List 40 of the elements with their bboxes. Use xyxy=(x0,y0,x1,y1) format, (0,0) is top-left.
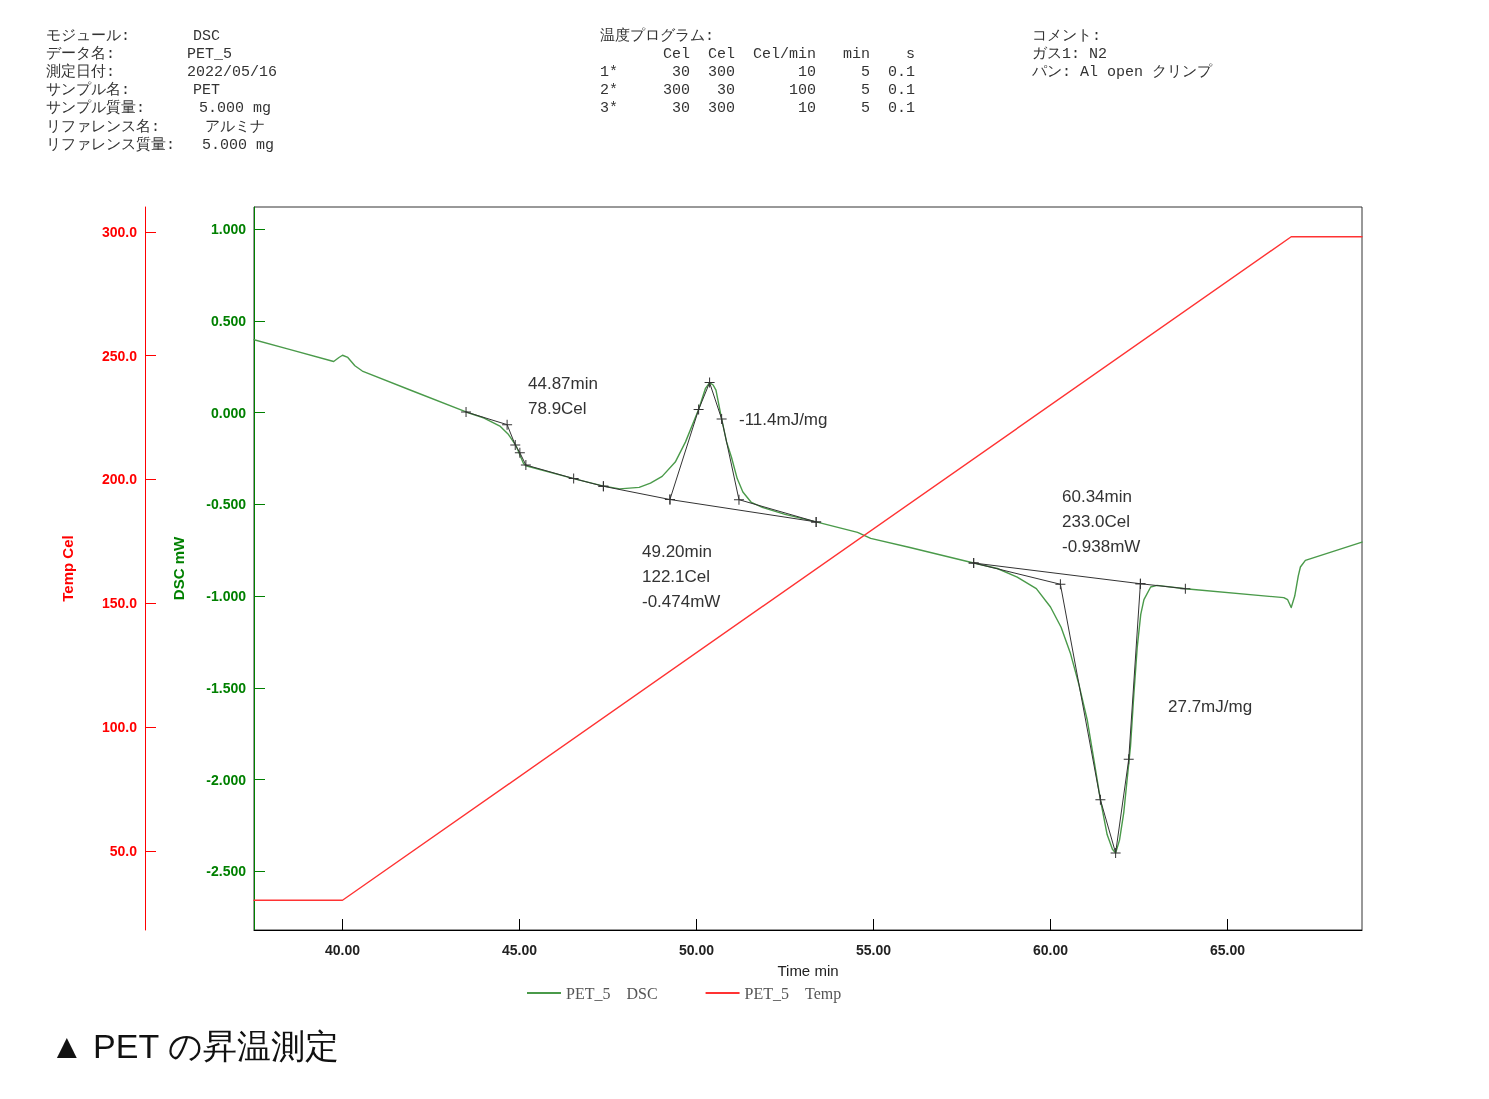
x-tick-label: 45.00 xyxy=(501,942,538,958)
y2-tick-label: 250.0 xyxy=(101,347,138,364)
y2-tick-label: 100.0 xyxy=(101,718,138,735)
annotation: -11.4mJ/mg xyxy=(739,410,828,429)
text: 温度プログラム: Cel Cel Cel/min min s 1* 30 300 10 5 0.1 2* 300 30 100 5 0.1 3* 30 300 10 5 0.1 xyxy=(600,26,916,118)
text: モジュール: DSC xyxy=(46,27,221,45)
annotation: 60.34min 233.0Cel -0.938mW xyxy=(1062,487,1141,556)
y-tick-label: -2.000 xyxy=(206,771,247,788)
x-tick-label: 50.00 xyxy=(678,942,715,958)
text: リファレンス名: アルミナ xyxy=(46,117,266,136)
annotation: 27.7mJ/mg xyxy=(1168,697,1253,716)
y-tick-label: -0.500 xyxy=(206,496,247,513)
y2-axis-title: Temp Cel xyxy=(59,535,76,602)
y-tick-label: 0.500 xyxy=(210,312,247,329)
y-tick-label: -1.000 xyxy=(206,588,247,605)
annotation: 44.87min 78.9Cel xyxy=(528,374,598,418)
legend-label: PET_5 DSC xyxy=(566,984,658,1002)
y2-tick-label: 50.0 xyxy=(109,842,138,859)
y2-tick-label: 300.0 xyxy=(101,223,138,240)
text: データ名: PET_5 xyxy=(46,44,233,63)
text: コメント: ガス1: N2 パン: Al open クリンプ xyxy=(1031,27,1214,81)
text: リファレンス質量: 5.000 mg xyxy=(46,135,275,154)
text: 測定日付: 2022/05/16 xyxy=(46,63,278,81)
y2-tick-label: 150.0 xyxy=(101,595,138,612)
text: サンプル名: PET xyxy=(46,81,221,100)
y-tick-label: -2.500 xyxy=(206,863,247,880)
x-axis-title: Time min xyxy=(777,962,839,979)
y-tick-label: 1.000 xyxy=(210,221,247,238)
x-tick-label: 55.00 xyxy=(855,942,892,958)
y-tick-label: -1.500 xyxy=(206,679,247,696)
text: ▲ PET の昇温測定 xyxy=(50,1027,340,1065)
annotation: 49.20min 122.1Cel -0.474mW xyxy=(642,542,721,611)
y-axis-title: DSC mW xyxy=(170,536,187,601)
x-tick-label: 60.00 xyxy=(1032,942,1069,958)
x-tick-label: 40.00 xyxy=(324,942,361,958)
legend-label: PET_5 Temp xyxy=(744,984,842,1003)
text: サンプル質量: 5.000 mg xyxy=(46,99,272,118)
y2-tick-label: 200.0 xyxy=(101,471,138,488)
y-tick-label: 0.000 xyxy=(210,404,247,421)
x-tick-label: 65.00 xyxy=(1209,942,1246,958)
